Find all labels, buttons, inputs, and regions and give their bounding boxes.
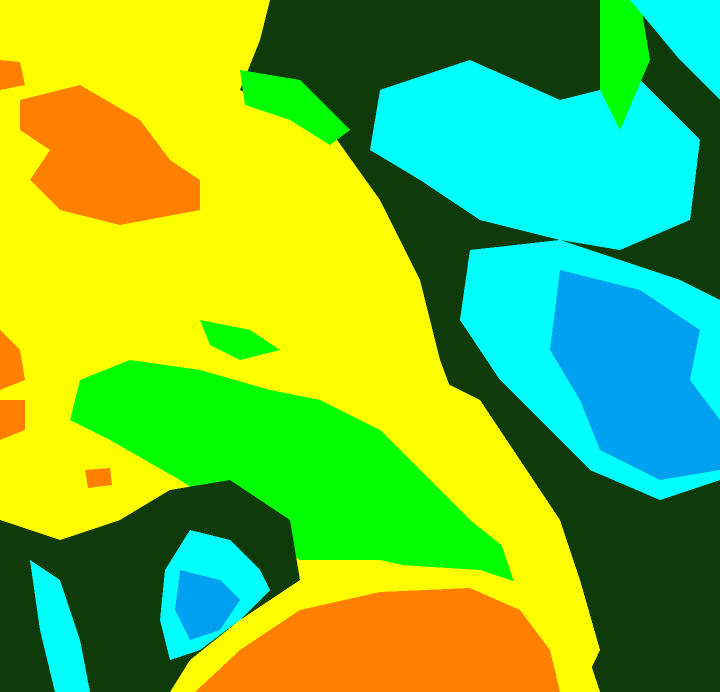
green-fringe-north (240, 70, 350, 145)
orange-patch-top-left (0, 60, 25, 90)
cyan-strip-far-southwest (30, 560, 90, 692)
yellow-tongue-southeast (440, 380, 600, 692)
orange-region-northwest (20, 85, 200, 225)
cyan-corner-northeast (630, 0, 720, 100)
orange-patch-west (0, 330, 25, 390)
green-region-central (70, 360, 560, 590)
green-patch-center (200, 320, 280, 360)
blue-region-east (550, 270, 720, 480)
orange-region-south (195, 588, 560, 692)
blue-region-southwest (175, 570, 240, 640)
orange-patch-small (85, 468, 112, 488)
orange-patch-west-lower (0, 400, 25, 440)
green-streaks-northeast (600, 0, 650, 130)
